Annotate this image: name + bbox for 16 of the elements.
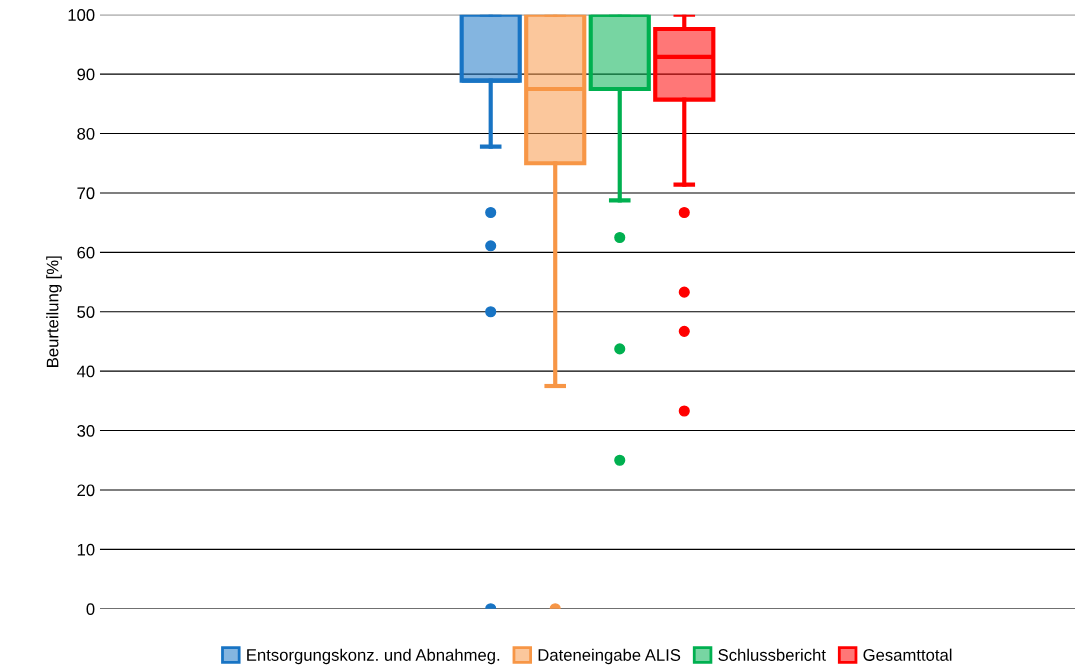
y-tick-label: 40 — [76, 365, 95, 378]
y-tick-label: 80 — [77, 127, 95, 140]
y-tick-label: 100 — [68, 9, 95, 21]
y-tick-label: 30 — [77, 424, 95, 437]
y-tick-label: 10 — [77, 543, 95, 556]
legend-label: Entsorgungskonz. und Abnahmeg. — [247, 648, 500, 665]
legend-label: Schlussbericht — [718, 648, 826, 661]
y-tick-label: 90 — [77, 68, 95, 81]
y-tick-label: 0 — [86, 603, 95, 615]
legend-label: Gesamttotal — [863, 648, 952, 661]
y-tick-label: 70 — [77, 187, 95, 200]
y-tick-label: 50 — [77, 306, 95, 318]
y-tick-label: 20 — [77, 484, 95, 497]
y-axis-title: Beurteilung [%] — [46, 256, 62, 367]
y-tick-label: 60 — [77, 246, 95, 259]
legend-label: Dateneingabe ALIS — [538, 648, 681, 665]
